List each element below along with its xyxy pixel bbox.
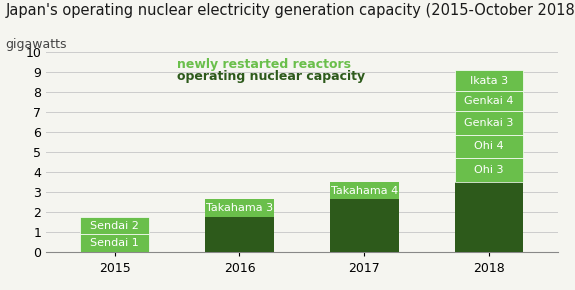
Bar [330, 182, 398, 199]
Text: Sendai 1: Sendai 1 [90, 238, 139, 249]
Bar [455, 91, 523, 111]
Bar [205, 217, 274, 252]
Text: Ohi 4: Ohi 4 [474, 142, 504, 151]
Bar [330, 199, 398, 252]
Text: Takahama 4: Takahama 4 [331, 186, 398, 195]
Bar [455, 111, 523, 135]
Text: newly restarted reactors: newly restarted reactors [177, 58, 351, 71]
Text: Sendai 2: Sendai 2 [90, 221, 139, 231]
Bar [455, 158, 523, 182]
Bar [455, 135, 523, 158]
Text: operating nuclear capacity: operating nuclear capacity [177, 70, 365, 83]
Bar [81, 217, 149, 235]
Text: Ohi 3: Ohi 3 [474, 165, 504, 175]
Text: Genkai 3: Genkai 3 [465, 118, 514, 128]
Bar [81, 235, 149, 252]
Bar [455, 182, 523, 252]
Text: Ikata 3: Ikata 3 [470, 76, 508, 86]
Text: Genkai 4: Genkai 4 [465, 96, 514, 106]
Text: Takahama 3: Takahama 3 [206, 203, 273, 213]
Text: gigawatts: gigawatts [6, 38, 67, 51]
Bar [455, 70, 523, 91]
Bar [205, 199, 274, 217]
Text: Japan's operating nuclear electricity generation capacity (2015-October 2018): Japan's operating nuclear electricity ge… [6, 3, 575, 18]
